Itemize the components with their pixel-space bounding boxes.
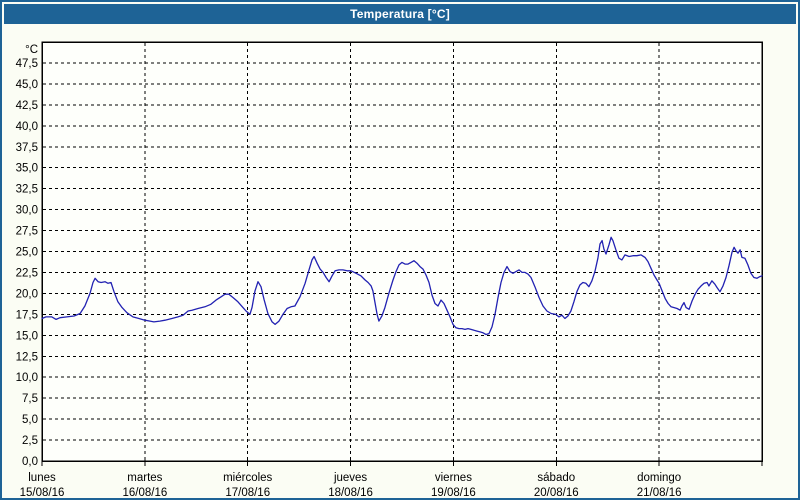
- y-axis-tick-label: 12,5: [16, 351, 38, 363]
- temperature-series-line: [41, 236, 763, 336]
- y-axis-tick-label: 35,0: [16, 163, 38, 175]
- x-axis-day-name-label: sábado: [537, 472, 575, 484]
- x-axis-date-label: 20/08/16: [534, 487, 579, 499]
- x-axis-day-name-label: lunes: [28, 472, 56, 484]
- y-axis-tick-label: 32,5: [16, 184, 38, 196]
- y-axis-tick-label: 27,5: [16, 226, 38, 238]
- y-axis-tick-label: 37,5: [16, 142, 38, 154]
- y-axis-tick-label: 7,5: [22, 393, 38, 405]
- y-axis-tick-label: 15,0: [16, 330, 38, 342]
- x-axis-day-name-label: jueves: [333, 472, 367, 484]
- plot-border: [41, 41, 763, 462]
- y-axis-tick-label: 42,5: [16, 100, 38, 112]
- y-axis-tick-label: 22,5: [16, 267, 38, 279]
- y-axis-tick-label: 2,5: [22, 435, 38, 447]
- x-axis-date-label: 19/08/16: [431, 487, 476, 499]
- y-axis-tick-label: 5,0: [22, 414, 38, 426]
- window-title: Temperatura [°C]: [350, 7, 450, 21]
- plot-area-background: [42, 42, 762, 461]
- x-axis-date-label: 17/08/16: [225, 487, 270, 499]
- x-axis-day-name-label: domingo: [637, 472, 681, 484]
- window-titlebar[interactable]: Temperatura [°C]: [4, 4, 796, 24]
- x-axis-day-name-label: martes: [127, 472, 162, 484]
- y-axis-tick-label: 17,5: [16, 309, 38, 321]
- x-axis-date-label: 21/08/16: [637, 487, 682, 499]
- x-axis-day-name-label: miércoles: [223, 472, 272, 484]
- y-axis-tick-label: 0,0: [22, 456, 38, 468]
- y-axis-tick-label: 45,0: [16, 79, 38, 91]
- y-axis-tick-label: 30,0: [16, 205, 38, 217]
- y-axis-tick-label: 47,5: [16, 58, 38, 70]
- x-axis-day-name-label: viernes: [435, 472, 472, 484]
- x-axis-date-label: 15/08/16: [20, 487, 65, 499]
- y-axis-unit-label: °C: [25, 44, 38, 56]
- x-axis-date-label: 18/08/16: [328, 487, 373, 499]
- y-axis-tick-label: 25,0: [16, 247, 38, 259]
- y-axis-tick-label: 10,0: [16, 372, 38, 384]
- x-axis-date-label: 16/08/16: [122, 487, 167, 499]
- y-axis-tick-label: 20,0: [16, 288, 38, 300]
- y-axis-tick-label: 40,0: [16, 121, 38, 133]
